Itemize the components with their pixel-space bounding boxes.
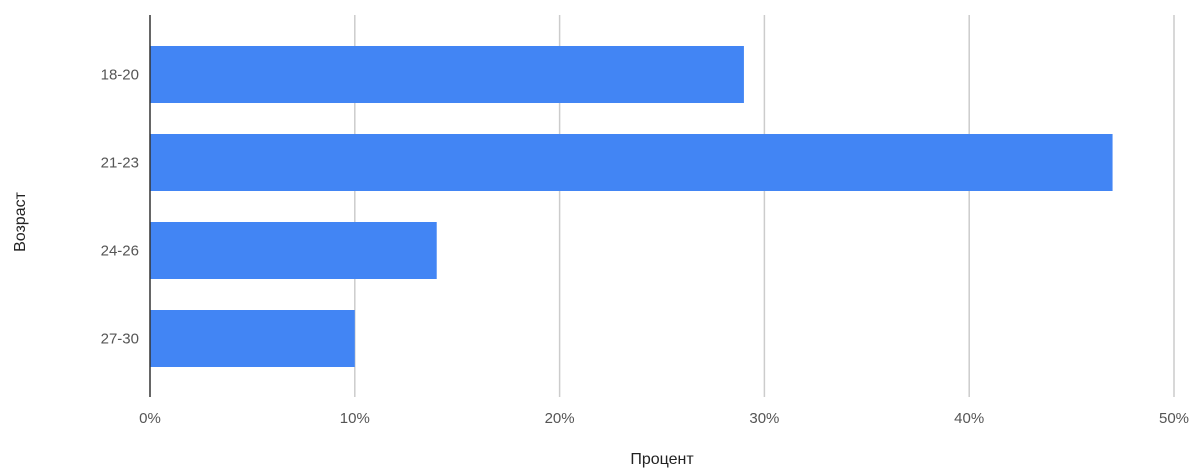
y-tick-label: 24-26 [101,243,139,260]
bar-24-26 [150,222,437,279]
x-tick-labels: 0% 10% 20% 30% 40% 50% [139,410,1189,427]
x-tick-label: 20% [545,410,575,427]
y-tick-label: 21-23 [101,155,139,172]
bar-27-30 [150,310,355,367]
y-tick-label: 27-30 [101,331,139,348]
bar-18-20 [150,46,744,103]
x-tick-label: 30% [749,410,779,427]
y-tick-label: 18-20 [101,67,139,84]
x-tick-label: 10% [340,410,370,427]
x-tick-label: 0% [139,410,161,427]
bar-21-23 [150,134,1113,191]
y-tick-labels: 18-20 21-23 24-26 27-30 [101,67,139,348]
y-axis-title: Возраст [12,191,29,252]
x-tick-label: 40% [954,410,984,427]
x-tick-label: 50% [1159,410,1189,427]
x-axis-title: Процент [630,451,694,468]
bars [150,46,1113,367]
